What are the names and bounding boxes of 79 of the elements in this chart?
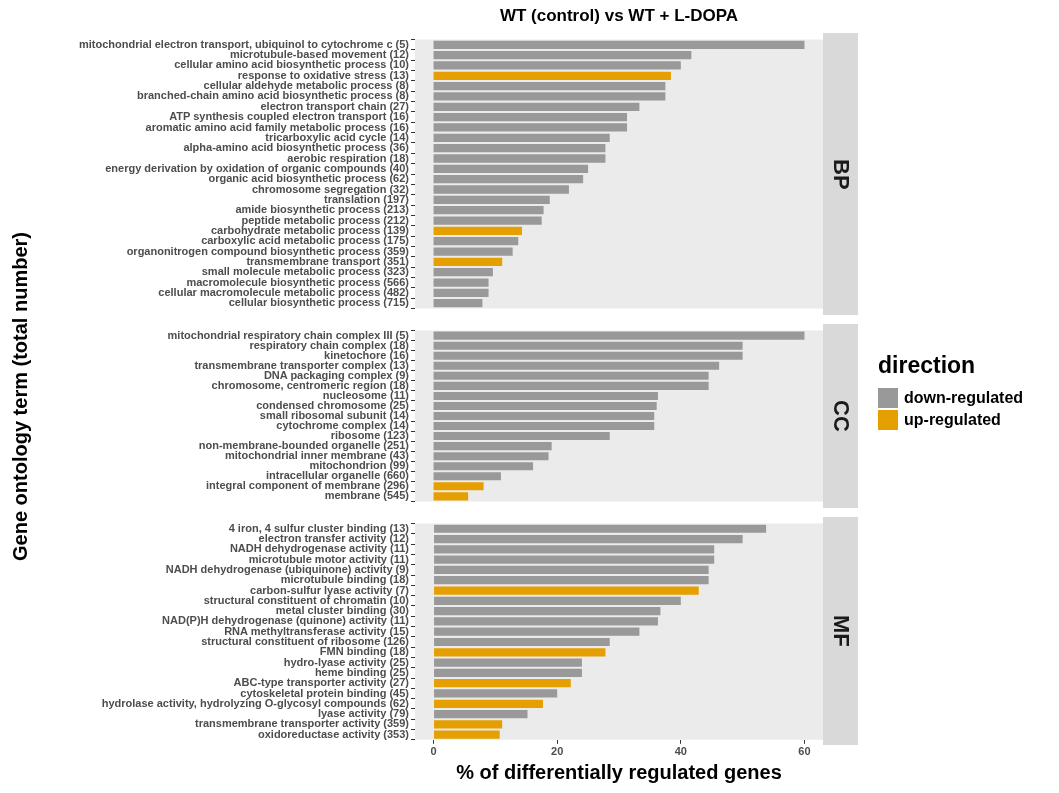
bar (434, 720, 503, 729)
bar (433, 462, 534, 471)
bar (433, 288, 489, 298)
bar (433, 442, 552, 451)
bar (433, 331, 805, 340)
bar (433, 361, 720, 370)
bar (434, 555, 715, 564)
x-axis-title: % of differentially regulated genes (456, 760, 782, 783)
bar (433, 144, 606, 153)
bar (434, 586, 699, 595)
bar (433, 50, 692, 60)
bar (433, 133, 610, 142)
bar (434, 596, 681, 605)
bar (433, 278, 489, 287)
bar (433, 268, 493, 277)
bar (433, 341, 743, 350)
text: BP (827, 158, 854, 190)
bar (433, 257, 503, 267)
bar (433, 351, 743, 360)
bar (433, 411, 655, 421)
bar (433, 81, 666, 91)
y-tick-label: 4 iron, 4 sulfur cluster binding (13) (228, 521, 410, 534)
bar (433, 195, 550, 204)
bar (434, 709, 528, 719)
bar (433, 71, 671, 80)
bar (433, 492, 469, 501)
legend-title: direction (878, 352, 977, 379)
bar (433, 226, 522, 235)
bar (434, 689, 558, 698)
bar (433, 432, 610, 441)
bar (433, 216, 542, 225)
bar (434, 565, 709, 575)
bar (433, 422, 655, 431)
bar (433, 371, 709, 380)
bar (433, 102, 640, 111)
bar (433, 92, 666, 101)
bar (433, 185, 569, 194)
bar (434, 617, 658, 626)
bar (433, 247, 513, 256)
bar (433, 391, 658, 400)
x-tick-label: 60 (798, 745, 811, 758)
text: CC (827, 400, 854, 433)
bar (433, 452, 549, 461)
bar (434, 648, 606, 657)
bar (434, 627, 640, 636)
bar (434, 699, 543, 708)
x-tick-label: 20 (551, 745, 564, 758)
bar (434, 576, 709, 585)
bar (433, 472, 501, 481)
bar (433, 206, 544, 215)
bar (434, 658, 582, 667)
x-tick-label: 40 (674, 745, 687, 758)
bar (433, 237, 519, 246)
x-tick-label: 0 (430, 745, 437, 758)
bar (433, 123, 628, 132)
bar (433, 299, 483, 308)
bar (433, 61, 681, 70)
legend-label: down-regulated (904, 389, 1024, 407)
bar (433, 401, 657, 410)
bar (433, 164, 589, 173)
bar (434, 730, 500, 739)
bar (433, 381, 709, 390)
bar (434, 606, 661, 616)
legend-label: up-regulated (904, 411, 1001, 429)
bar (433, 113, 628, 122)
bar (434, 534, 743, 544)
bar (433, 482, 484, 491)
bar (434, 637, 610, 647)
bar (434, 545, 715, 554)
bar (434, 679, 571, 688)
bar (433, 175, 584, 184)
chart-title: WT (control) vs WT + L-DOPA (498, 6, 740, 26)
bar (433, 40, 805, 49)
bar (433, 154, 606, 163)
y-axis-title: Gene ontology term (total number) (8, 232, 32, 561)
bar (434, 668, 582, 677)
text: MF (827, 615, 854, 647)
bar (434, 524, 767, 533)
y-tick-label: mitochondrial electron transport, ubiquinol to cytochrome c (5) (78, 37, 410, 50)
